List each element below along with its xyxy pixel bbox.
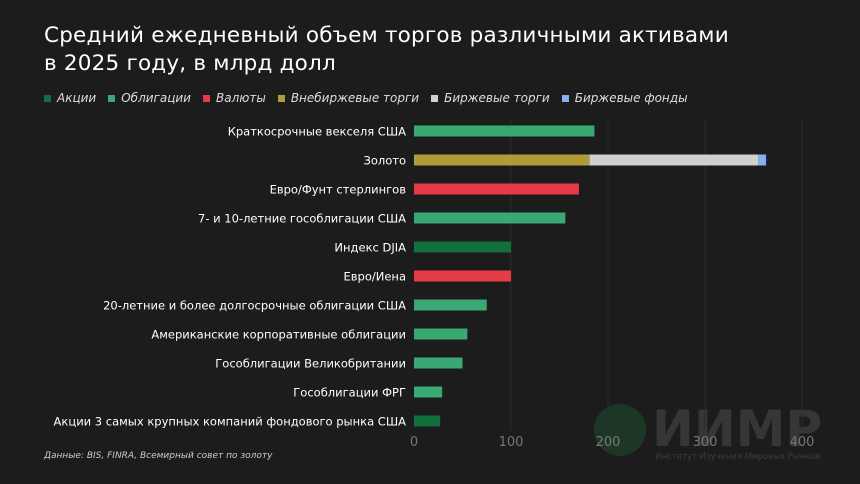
chart-title: Средний ежедневный объем торгов различны… — [44, 22, 729, 78]
category-label: Евро/Иена — [344, 270, 407, 284]
legend: Акции Облигации Валюты Внебиржевые торги Бир… — [44, 91, 688, 105]
category-label: Акции 3 самых крупных компаний фондового… — [54, 415, 407, 429]
x-tick-label: 200 — [596, 435, 621, 450]
legend-label: Биржевые фонды — [574, 91, 688, 105]
svg-text:ИИМР: ИИМР — [652, 400, 822, 458]
legend-swatch — [561, 94, 569, 102]
legend-item: Облигации — [108, 91, 191, 105]
legend-item: Биржевые фонды — [561, 91, 688, 105]
legend-swatch — [108, 94, 116, 102]
legend-label: Акции — [57, 91, 97, 105]
bar-segment — [414, 415, 441, 427]
bar-segment — [414, 386, 443, 398]
category-label: Американские корпоративные облигации — [151, 328, 406, 342]
legend-swatch — [277, 94, 285, 102]
legend-item: Биржевые торги — [431, 91, 550, 105]
bar-segment — [414, 154, 590, 166]
x-tick-label: 300 — [693, 435, 718, 450]
category-label: 7- и 10-летние гособлигации США — [198, 212, 406, 226]
category-label: 20-летние и более долгосрочные облигации… — [103, 299, 406, 313]
source-note: Данные: BIS, FINRA, Всемирный совет по з… — [44, 451, 273, 461]
x-tick-label: 100 — [499, 435, 524, 450]
bar-segment — [589, 154, 759, 166]
title-line-1: Средний ежедневный объем торгов различны… — [44, 23, 729, 48]
category-label: Евро/Фунт стерлингов — [270, 183, 407, 197]
x-tick-label: 0 — [410, 435, 418, 450]
legend-label: Внебиржевые торги — [290, 91, 420, 105]
legend-item: Валюты — [202, 91, 266, 105]
bar-segment — [414, 212, 566, 224]
legend-label: Валюты — [215, 91, 266, 105]
bar-segment — [414, 299, 487, 311]
category-label: Гособлигации ФРГ — [293, 386, 406, 400]
category-label: Золото — [363, 154, 406, 168]
title-line-2: в 2025 году, в млрд долл — [44, 51, 336, 76]
legend-swatch — [431, 94, 439, 102]
bar-segment — [414, 328, 468, 340]
legend-label: Облигации — [121, 91, 191, 105]
x-tick-label: 400 — [790, 435, 815, 450]
svg-text:Институт Изучения Мировых Рынк: Институт Изучения Мировых Рынков — [655, 452, 820, 462]
category-label: Гособлигации Великобритании — [215, 357, 406, 371]
bar-segment — [414, 270, 511, 282]
bar-segment — [414, 241, 511, 253]
bar-segment — [758, 154, 767, 166]
bar-segment — [414, 183, 579, 195]
category-label: Краткосрочные векселя США — [228, 125, 406, 139]
legend-swatch — [44, 94, 51, 102]
legend-label: Биржевые торги — [444, 91, 550, 105]
bar-segment — [414, 125, 595, 137]
legend-item: Акции — [44, 91, 96, 105]
bar-segment — [414, 357, 463, 369]
legend-swatch — [202, 94, 210, 102]
legend-item: Внебиржевые торги — [277, 91, 420, 105]
category-label: Индекс DJIA — [334, 241, 406, 255]
